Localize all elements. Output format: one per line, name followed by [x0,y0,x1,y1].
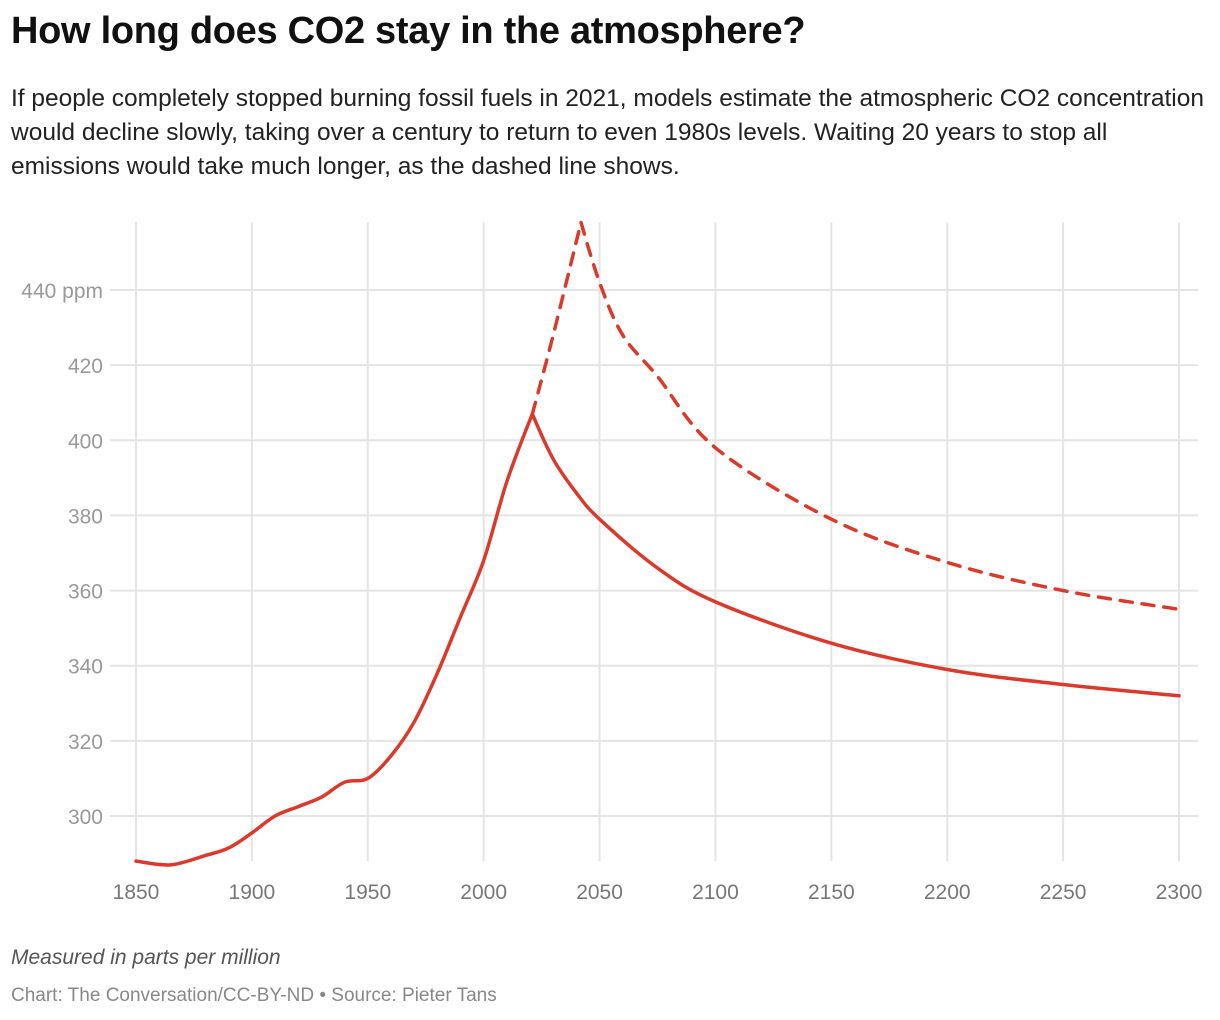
x-tick-label: 1850 [113,881,160,904]
line-chart: 300 320 340 360 380 400 420 440 ppm 1850 1900 1950… [21,215,1203,904]
y-tick-label: 320 [68,731,103,754]
y-tick-label: 300 [68,806,103,829]
x-tick-label: 2200 [924,881,971,904]
y-tick-label: 400 [68,430,103,453]
y-tick-label: 340 [68,656,103,679]
y-tick-label: 440 ppm [21,280,103,303]
solid-series-line [134,409,1181,867]
x-tick-label: 2000 [460,881,507,904]
x-tick-label: 2250 [1040,881,1087,904]
dashed-series-line [530,215,1181,612]
x-tick-label: 2300 [1156,881,1203,904]
x-tick-label: 2150 [808,881,855,904]
x-tick-label: 2050 [576,881,623,904]
chart-subtitle: If people completely stopped burning fos… [11,85,1204,180]
x-tick-label: 1950 [344,881,391,904]
y-tick-label: 420 [68,355,103,378]
chart-source: Chart: The Conversation/CC-BY-ND • Sourc… [11,985,497,1006]
x-tick-label: 2100 [692,881,739,904]
x-tick-label: 1900 [229,881,276,904]
chart-title: How long does CO2 stay in the atmosphere… [11,10,806,52]
y-tick-label: 360 [68,581,103,604]
y-tick-label: 380 [68,505,103,528]
chart-note: Measured in parts per million [11,946,281,969]
